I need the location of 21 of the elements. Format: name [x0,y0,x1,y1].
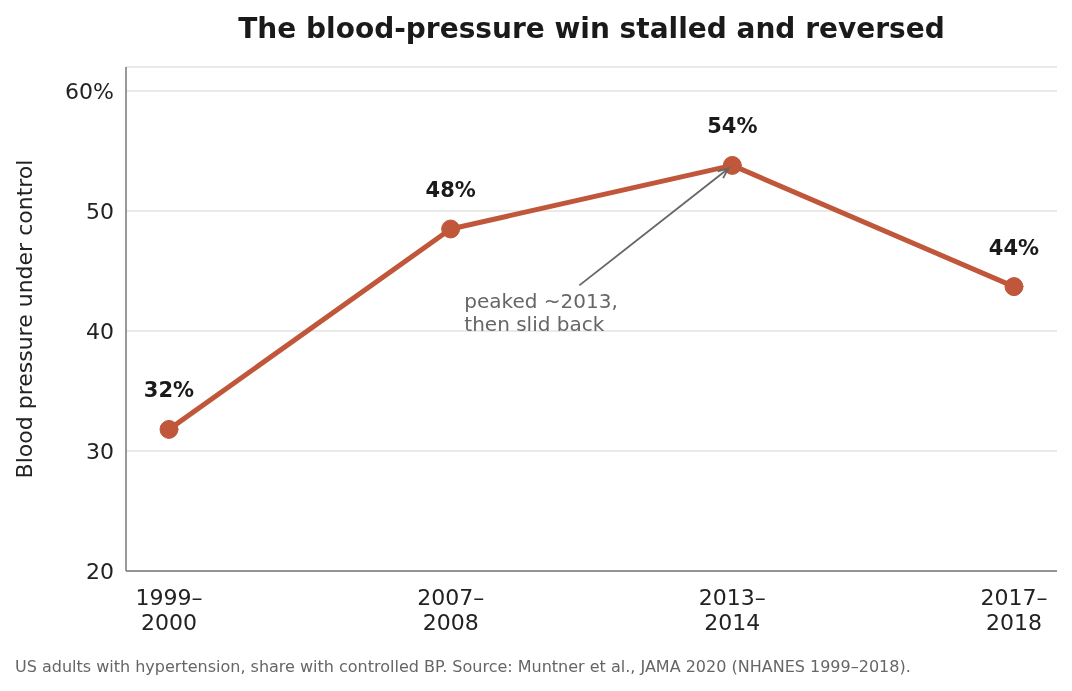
y-tick-label: 50 [86,198,114,224]
x-tick-label: 1999–2000 [135,584,203,635]
data-label: 48% [425,178,476,202]
text: US adults with hypertension, share with controlled BP. Source: Muntner et al., JAMA 2020 (NHANES 1999–2018). [15,657,911,676]
y-tick-label: 30 [86,438,114,464]
data-label: 54% [707,114,758,139]
point [441,219,461,239]
point [722,155,742,175]
chart-title: The blood-pressure win stalled and reversed [238,12,945,45]
x-tick-label: 2007–2008 [417,584,485,635]
y-tick-label: 20 [86,558,114,584]
y-tick-label: 40 [86,318,114,344]
y-tick-label: 60% [65,78,114,104]
y-axis-title: Blood pressure under control [11,159,37,479]
x-tick-label: 2013–2014 [698,584,766,635]
annotation: peaked ~2013, then slid back [464,289,618,337]
point [159,419,179,439]
point [1004,277,1024,297]
x-tick-label: 2017–2018 [980,584,1048,635]
data-label: 32% [143,378,195,403]
data-label: 44% [988,235,1040,260]
